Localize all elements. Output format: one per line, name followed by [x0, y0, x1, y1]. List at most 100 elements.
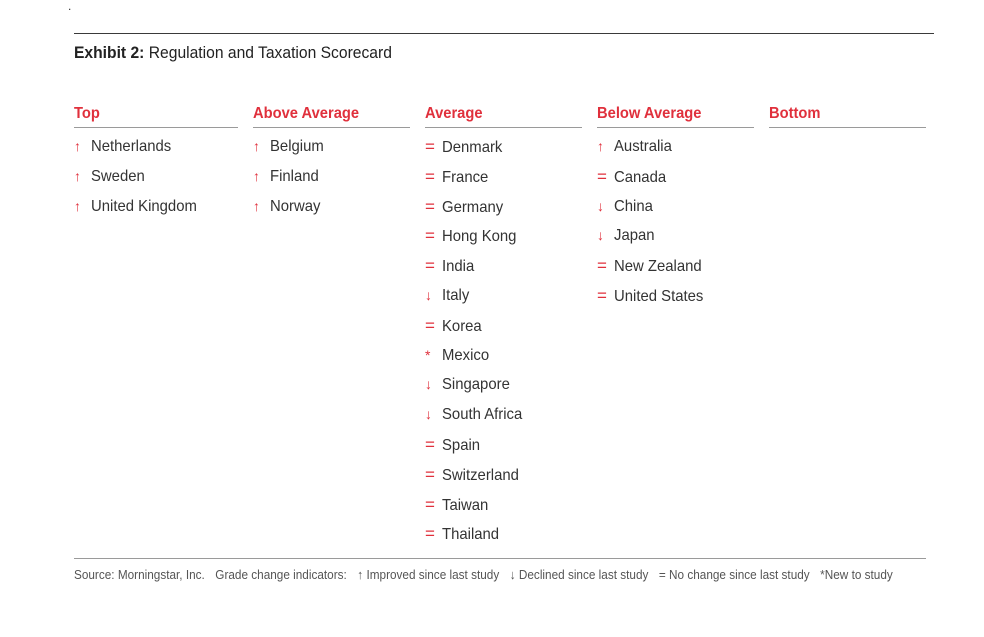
country-name: Taiwan	[442, 496, 489, 514]
equals-icon: =	[425, 226, 435, 246]
country-name: Italy	[442, 286, 470, 304]
equals-icon: =	[425, 137, 435, 156]
country-name: Sweden	[91, 167, 145, 185]
country-entry: = Thailand	[425, 519, 582, 549]
country-entry: ↓ Japan	[597, 221, 754, 251]
exhibit-title-text: Regulation and Taxation Scorecard	[148, 43, 392, 62]
column-header-label: Above Average	[253, 105, 360, 122]
country-name: Spain	[442, 436, 481, 454]
arrow-up-icon: ↑	[74, 138, 81, 154]
column-header: Bottom	[769, 103, 926, 128]
stray-mark: .	[68, 0, 72, 13]
country-entry: * Mexico	[425, 341, 582, 371]
footer-note: Source: Morningstar, Inc. Grade change i…	[74, 566, 893, 584]
exhibit-label: Exhibit 2:	[74, 43, 145, 62]
country-entry: ↑ United Kingdom	[74, 192, 238, 222]
country-name: China	[614, 197, 653, 215]
equals-icon: =	[425, 166, 435, 186]
column-entries: ↑ Australia = Canada ↓ China ↓ Japan = New Zealan…	[597, 132, 754, 311]
country-name: South Africa	[442, 406, 523, 424]
column-header: Above Average	[253, 103, 410, 128]
country-entry: ↓ Singapore	[425, 370, 582, 400]
legend-improved: Improved since last study	[366, 567, 500, 582]
arrow-up-icon: ↑	[253, 197, 260, 214]
country-entry: = Canada	[597, 162, 754, 192]
country-entry: ↑ Netherlands	[74, 132, 238, 162]
exhibit-title: Exhibit 2: Regulation and Taxation Score…	[74, 42, 392, 64]
country-entry: ↓ South Africa	[425, 400, 582, 430]
country-name: Finland	[270, 167, 319, 185]
column-bottom: Bottom	[769, 103, 926, 132]
country-name: Japan	[614, 227, 655, 245]
arrow-up-icon: ↑	[597, 138, 604, 154]
arrow-down-icon: ↓	[425, 406, 432, 423]
arrow-up-icon: ↑	[74, 197, 81, 214]
column-header-label: Average	[425, 105, 483, 122]
equals-icon: =	[658, 567, 666, 582]
country-name: Netherlands	[91, 138, 172, 155]
country-entry: ↓ China	[597, 192, 754, 222]
column-header: Top	[74, 103, 238, 128]
column-entries: ↑ Belgium ↑ Finland ↑ Norway	[253, 132, 410, 221]
country-entry: ↑ Sweden	[74, 162, 238, 192]
column-average: Average = Denmark = France = Germany = Hong Kon…	[425, 103, 582, 549]
equals-icon: =	[425, 196, 435, 216]
country-name: Singapore	[442, 376, 510, 394]
country-name: United Kingdom	[91, 197, 197, 215]
country-name: Mexico	[442, 346, 490, 364]
arrow-down-icon: ↓	[597, 197, 604, 214]
country-name: Norway	[270, 197, 321, 215]
country-entry: ↑ Norway	[253, 192, 410, 222]
column-header-label: Below Average	[597, 105, 702, 122]
column-header-label: Bottom	[769, 105, 821, 122]
equals-icon: =	[597, 166, 607, 186]
country-name: Switzerland	[442, 466, 519, 484]
arrow-down-icon: ↓	[425, 286, 432, 303]
country-name: New Zealand	[614, 258, 702, 276]
arrow-up-icon: ↑	[253, 138, 260, 154]
country-name: Thailand	[442, 526, 500, 544]
column-entries: = Denmark = France = Germany = Hong Kong = India ↓…	[425, 132, 582, 549]
legend-new: *New to study	[820, 567, 893, 582]
equals-icon: =	[597, 285, 607, 305]
arrow-up-icon: ↑	[357, 567, 364, 582]
equals-icon: =	[425, 464, 435, 484]
country-entry: ↓ Italy	[425, 281, 582, 311]
equals-icon: =	[425, 315, 435, 335]
equals-icon: =	[425, 434, 435, 454]
arrow-up-icon: ↑	[253, 167, 260, 184]
country-entry: = New Zealand	[597, 251, 754, 281]
country-entry: = United States	[597, 281, 754, 311]
country-name: India	[442, 258, 475, 276]
column-below-average: Below Average ↑ Australia = Canada ↓ China ↓ Ja…	[597, 103, 754, 311]
country-entry: ↑ Australia	[597, 132, 754, 162]
country-entry: ↑ Finland	[253, 162, 410, 192]
source-text: Source: Morningstar, Inc.	[74, 567, 205, 582]
equals-icon: =	[425, 494, 435, 514]
column-header: Average	[425, 103, 582, 128]
legend-declined: Declined since last study	[518, 567, 649, 582]
country-entry: = Spain	[425, 430, 582, 460]
arrow-down-icon: ↓	[509, 567, 516, 582]
arrow-down-icon: ↓	[597, 227, 604, 244]
country-entry: = Switzerland	[425, 460, 582, 490]
arrow-up-icon: ↑	[74, 167, 81, 184]
country-name: Denmark	[442, 139, 503, 156]
country-entry: = Denmark	[425, 132, 582, 162]
equals-icon: =	[597, 256, 607, 276]
legend-no-change: No change since last study	[669, 567, 810, 582]
legend-title: Grade change indicators:	[215, 567, 347, 582]
column-header-label: Top	[74, 105, 100, 122]
country-name: Hong Kong	[442, 228, 517, 246]
country-name: France	[442, 168, 489, 186]
bottom-divider	[74, 558, 926, 559]
country-entry: = India	[425, 251, 582, 281]
top-divider	[74, 33, 934, 34]
country-entry: = Taiwan	[425, 490, 582, 520]
country-name: Canada	[614, 168, 667, 186]
country-name: Germany	[442, 198, 504, 216]
column-top: Top ↑ Netherlands ↑ Sweden ↑ United Kingdom	[74, 103, 238, 221]
country-entry: = Germany	[425, 192, 582, 222]
equals-icon: =	[425, 524, 435, 544]
country-name: Australia	[614, 138, 672, 155]
